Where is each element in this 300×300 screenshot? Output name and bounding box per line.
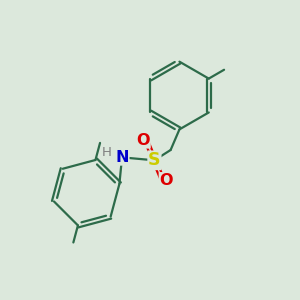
Text: S: S xyxy=(148,151,161,169)
Text: O: O xyxy=(136,133,150,148)
Text: O: O xyxy=(159,173,173,188)
Text: H: H xyxy=(102,146,112,159)
Text: N: N xyxy=(115,150,129,165)
